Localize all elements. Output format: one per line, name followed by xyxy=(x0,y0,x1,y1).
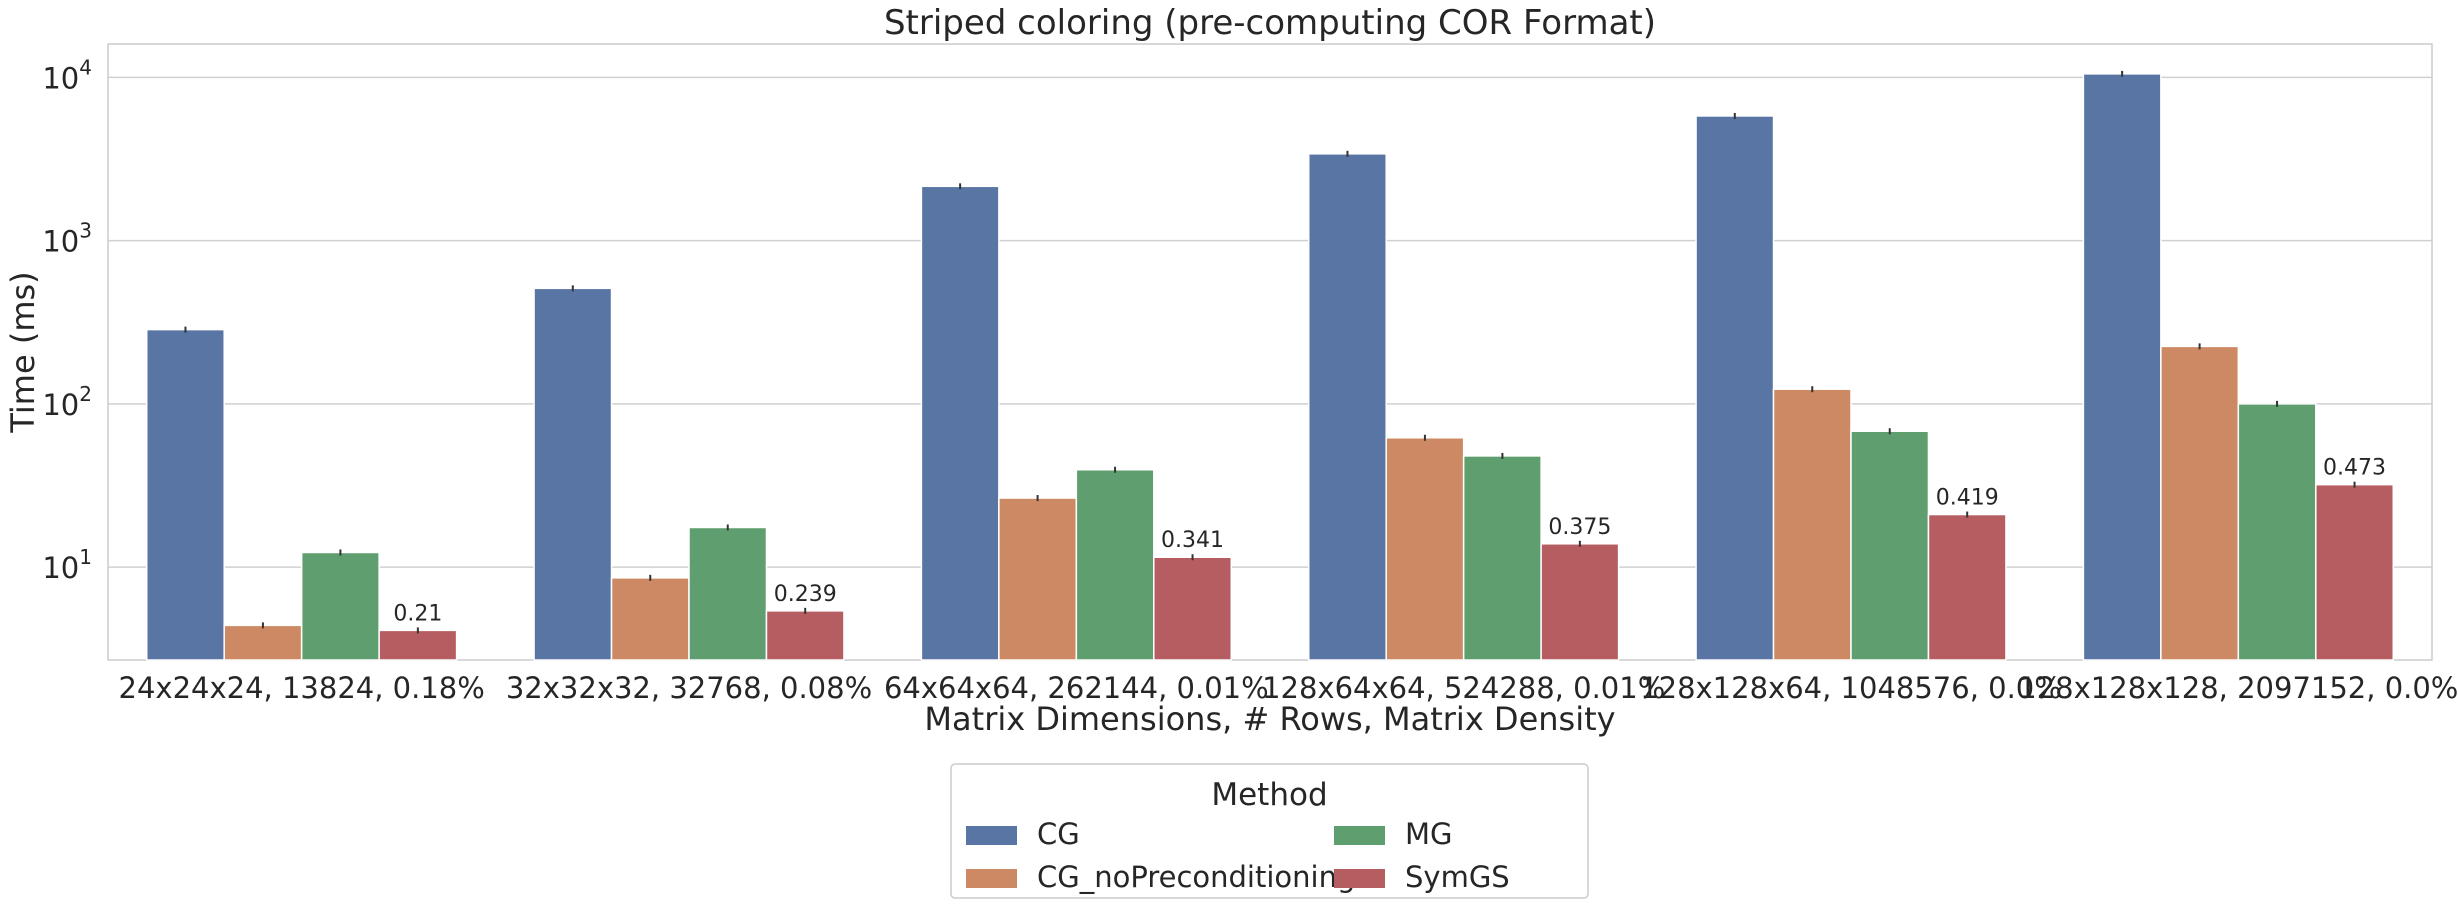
x-tick-label: 32x32x32, 32768, 0.08% xyxy=(506,671,872,705)
y-tick-labels: 101 102 103 104 xyxy=(42,55,92,585)
x-tick-label: 128x128x64, 1048576, 0.0% xyxy=(1640,671,2062,705)
x-tick-label: 24x24x24, 13824, 0.18% xyxy=(119,671,485,705)
y-tick-label: 102 xyxy=(42,382,92,422)
bar-cg xyxy=(1307,153,1387,661)
bar-cg xyxy=(145,328,225,661)
x-tick-labels: 24x24x24, 13824, 0.18% 32x32x32, 32768, 0… xyxy=(119,671,2458,705)
bar-value-label: 0.473 xyxy=(2323,456,2386,481)
legend-label: MG xyxy=(1405,817,1453,851)
legend-box xyxy=(950,763,1589,899)
bar-cg xyxy=(1695,115,1775,661)
chart-title: Striped coloring (pre-computing COR Form… xyxy=(884,3,1656,43)
bar-cg-nopreconditioning xyxy=(610,577,690,661)
bar-mg xyxy=(1850,430,1930,661)
bar-value-label: 0.239 xyxy=(774,582,837,607)
bars xyxy=(145,70,2395,661)
bar-value-label: 0.341 xyxy=(1161,528,1224,553)
bar-cg-nopreconditioning xyxy=(1772,388,1852,661)
x-tick-label: 128x64x64, 524288, 0.01% xyxy=(1262,671,1665,705)
bar-symgs xyxy=(765,610,845,661)
legend: Method CG CG_noPreconditioning MG SymGS xyxy=(950,763,1589,899)
bar-annotations: 0.21 0.239 0.341 0.375 0.419 0.473 xyxy=(393,456,2386,627)
legend-swatch xyxy=(966,869,1017,888)
x-tick-label: 64x64x64, 262144, 0.01% xyxy=(884,671,1269,705)
bar-cg xyxy=(2082,73,2162,661)
bar-symgs xyxy=(1927,513,2007,661)
bar-cg-nopreconditioning xyxy=(998,497,1078,661)
bar-value-label: 0.21 xyxy=(393,601,442,626)
legend-label: SymGS xyxy=(1405,860,1510,894)
plot-area-frame xyxy=(107,43,2433,661)
y-tick-label: 104 xyxy=(42,55,92,95)
y-tick-label: 103 xyxy=(42,219,92,259)
y-tick-label: 101 xyxy=(42,545,92,585)
bar-value-label: 0.419 xyxy=(1936,486,1999,511)
legend-label: CG_noPreconditioning xyxy=(1037,860,1355,894)
grid-lines xyxy=(108,76,2432,568)
bar-mg xyxy=(2237,403,2317,661)
bar-symgs xyxy=(2315,483,2395,661)
legend-swatch xyxy=(966,826,1017,845)
bar-value-label: 0.375 xyxy=(1548,515,1611,540)
bar-symgs xyxy=(1540,543,1620,661)
bar-symgs xyxy=(1153,556,1233,661)
legend-swatch xyxy=(1334,869,1385,888)
x-tick-label: 128x128x128, 2097152, 0.0% xyxy=(2018,671,2458,705)
x-axis-label: Matrix Dimensions, # Rows, Matrix Densit… xyxy=(924,700,1615,738)
y-axis-label: Time (ms) xyxy=(4,271,42,433)
bar-cg-nopreconditioning xyxy=(223,624,303,661)
bar-cg-nopreconditioning xyxy=(2160,345,2240,661)
legend-swatch xyxy=(1334,826,1385,845)
bar-mg xyxy=(688,526,768,661)
bar-cg-nopreconditioning xyxy=(1385,437,1465,661)
legend-title: Method xyxy=(1211,777,1327,813)
bar-cg xyxy=(920,185,1000,661)
bar-symgs xyxy=(378,629,458,661)
legend-items: CG CG_noPreconditioning MG SymGS xyxy=(966,817,1510,894)
bar-mg xyxy=(1462,455,1542,661)
bar-mg xyxy=(300,551,380,661)
bar-mg xyxy=(1075,468,1155,661)
legend-label: CG xyxy=(1037,817,1080,851)
bar-cg xyxy=(533,287,613,661)
